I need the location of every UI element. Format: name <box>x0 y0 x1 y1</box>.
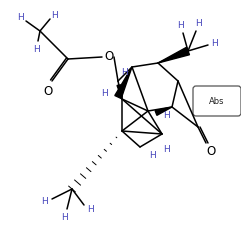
Text: H: H <box>33 44 39 53</box>
Text: H: H <box>51 12 57 20</box>
Text: H: H <box>195 19 201 28</box>
Text: H: H <box>163 145 169 154</box>
Polygon shape <box>115 68 132 99</box>
Text: H: H <box>101 89 107 98</box>
Text: H: H <box>178 21 184 30</box>
Text: Abs: Abs <box>209 97 225 106</box>
Text: O: O <box>206 145 216 158</box>
Text: H: H <box>87 205 93 214</box>
Text: H: H <box>211 39 217 48</box>
Text: O: O <box>104 49 114 62</box>
Text: H: H <box>41 197 47 206</box>
Polygon shape <box>158 48 189 64</box>
Text: H: H <box>149 151 155 160</box>
Text: H: H <box>121 68 127 77</box>
Text: H: H <box>61 213 67 222</box>
Text: O: O <box>43 85 53 98</box>
Polygon shape <box>155 108 172 116</box>
Text: H: H <box>163 111 169 120</box>
Text: H: H <box>18 13 24 22</box>
Polygon shape <box>117 85 123 100</box>
FancyBboxPatch shape <box>193 87 241 116</box>
